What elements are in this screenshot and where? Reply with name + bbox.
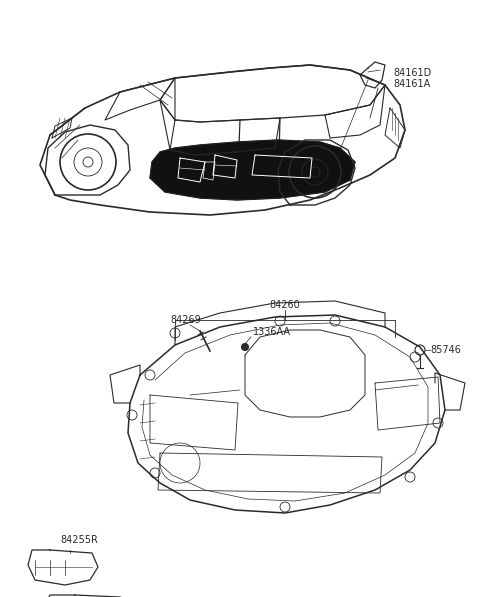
Polygon shape (150, 140, 355, 200)
Circle shape (241, 343, 249, 350)
Text: 84255R: 84255R (60, 535, 98, 545)
Text: 85746: 85746 (430, 345, 461, 355)
Text: 84269: 84269 (170, 315, 201, 325)
Text: 84260: 84260 (270, 300, 300, 310)
Text: 84161D: 84161D (393, 68, 431, 78)
Text: 1336AA: 1336AA (253, 327, 291, 337)
Text: 84161A: 84161A (393, 79, 430, 89)
